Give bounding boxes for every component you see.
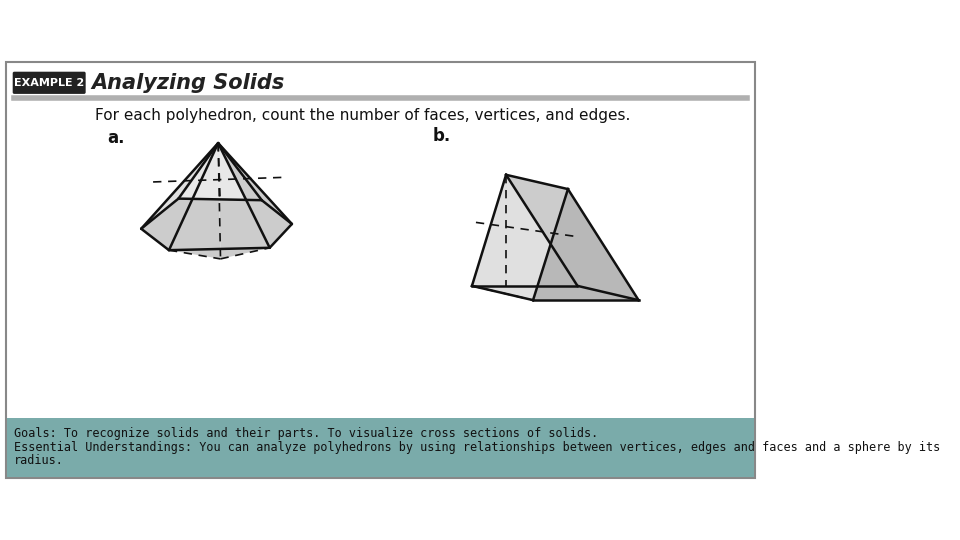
FancyBboxPatch shape xyxy=(12,72,85,94)
FancyBboxPatch shape xyxy=(7,62,756,478)
Polygon shape xyxy=(472,175,568,300)
Polygon shape xyxy=(179,143,262,200)
Polygon shape xyxy=(218,143,270,259)
Bar xyxy=(7,417,755,477)
Polygon shape xyxy=(141,143,218,229)
Text: Goals: To recognize solids and their parts. To visualize cross sections of solid: Goals: To recognize solids and their par… xyxy=(14,427,598,440)
Polygon shape xyxy=(506,175,638,300)
Text: EXAMPLE 2: EXAMPLE 2 xyxy=(14,78,84,88)
Polygon shape xyxy=(472,175,578,286)
Text: Analyzing Solids: Analyzing Solids xyxy=(91,73,284,93)
Text: a.: a. xyxy=(108,129,125,147)
Polygon shape xyxy=(169,143,221,259)
Text: radius.: radius. xyxy=(14,454,64,467)
Polygon shape xyxy=(218,143,292,248)
Text: For each polyhedron, count the number of faces, vertices, and edges.: For each polyhedron, count the number of… xyxy=(95,108,631,123)
Text: b.: b. xyxy=(432,127,450,145)
Text: Essential Understandings: You can analyze polyhedrons by using relationships bet: Essential Understandings: You can analyz… xyxy=(14,441,941,454)
Polygon shape xyxy=(141,143,218,250)
Polygon shape xyxy=(218,143,292,224)
Polygon shape xyxy=(533,189,638,300)
